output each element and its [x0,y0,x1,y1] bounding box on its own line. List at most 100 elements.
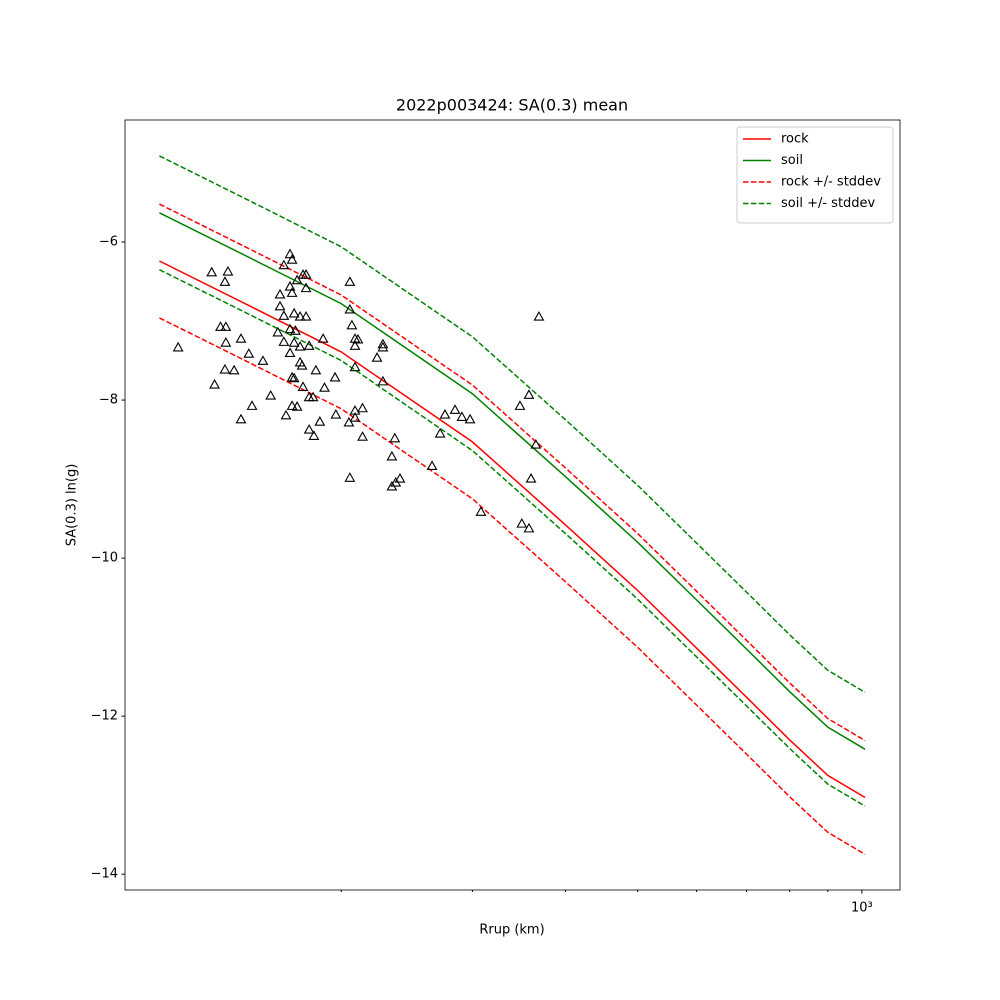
scatter-point [310,364,322,375]
scatter-point [344,276,356,286]
y-tick-label: −6 [99,235,118,250]
scatter-point [343,416,355,427]
scatter-point [389,432,401,443]
legend-label: rock [781,132,809,147]
scatter-point [349,340,361,350]
scatter-point [228,364,240,375]
scatter-point [206,266,218,277]
scatter-point [300,310,312,321]
scatter-point [265,389,277,400]
scatter-point [296,359,308,370]
legend-box [736,126,894,224]
scatter-point [278,310,290,320]
scatter-point [308,430,320,440]
scatter-point [300,269,312,279]
scatter-point [290,325,301,335]
scatter-point [475,506,487,516]
scatter-point [278,336,290,346]
scatter-point [286,371,298,382]
y-axis-label: SA(0.3) ln(g) [65,464,80,547]
scatter-point [349,412,361,422]
scatter-point [246,400,258,410]
line-series [159,260,866,799]
scatter-point [222,265,234,276]
scatter-point [371,352,383,362]
scatter-point [523,389,535,399]
scatter-point [344,472,356,482]
y-tick-label: −8 [99,393,118,408]
scatter-point [394,472,406,483]
scatter-point [314,416,326,426]
scatter-point [243,348,255,358]
x-axis-label: Rrup (km) [479,923,544,938]
scatter-point [523,522,535,533]
y-tick-label: −14 [91,867,118,882]
scatter-point [386,450,398,461]
scatter-point [278,259,290,270]
scatter-point [434,427,446,438]
scatter-point [426,460,438,470]
scatter-point [377,338,389,349]
scatter-point [220,337,232,347]
scatter-point [294,340,306,351]
scatter-point [284,347,296,357]
x-tick-label: 10³ [851,901,873,916]
scatter-point [357,431,368,441]
scatter-point [317,333,329,343]
scatter-point [286,400,298,410]
scatter-point [525,472,537,483]
scatter-point [330,408,342,419]
scatter-point [288,372,300,383]
scatter-point [329,371,341,382]
scatter-point [274,300,286,311]
scatter-point [215,321,226,331]
line-series [159,269,866,807]
scatter-point [288,337,300,347]
scatter-point [456,411,468,421]
scatter-point [464,413,476,424]
scatter-point [220,321,232,331]
scatter-point [357,402,368,413]
legend-label: rock +/- stddev [781,175,881,190]
scatter-point [514,400,526,410]
scatter-point [516,518,528,528]
y-tick-label: −12 [91,709,118,724]
scatter-point [294,310,306,321]
scatter-point [300,282,312,293]
scatter-point [291,274,303,285]
scatter-point [303,423,315,434]
scatter-point [209,378,221,389]
scatter-point [235,333,247,343]
scatter-point [257,355,269,365]
y-tick-label: −10 [91,551,118,566]
scatter-point [377,341,389,352]
scatter-point [352,333,364,344]
scatter-point [530,438,542,449]
scatter-point [286,287,298,297]
line-series [159,203,866,742]
scatter-point [272,326,284,337]
scatter-point [284,323,296,334]
scatter-point [219,276,231,286]
scatter-point [280,409,292,420]
line-series [159,212,866,750]
scatter-point [284,280,296,291]
scatter-point [533,310,545,321]
plot-area [159,155,866,856]
scatter-point [349,361,361,372]
scatter-point [439,408,451,419]
scatter-point [172,341,184,352]
scatter-point [346,319,358,330]
scatter-point [303,340,315,350]
scatter-point [235,413,247,424]
plot-frame [124,119,901,891]
scatter-point [274,288,286,299]
line-series [159,317,866,856]
legend-label: soil [781,153,803,168]
line-series [159,155,866,694]
legend: rock soil rock +/- stddev soil +/- stddev [736,126,894,224]
scatter-point [297,381,309,391]
scatter-point [319,382,330,392]
scatter-point [286,254,298,264]
